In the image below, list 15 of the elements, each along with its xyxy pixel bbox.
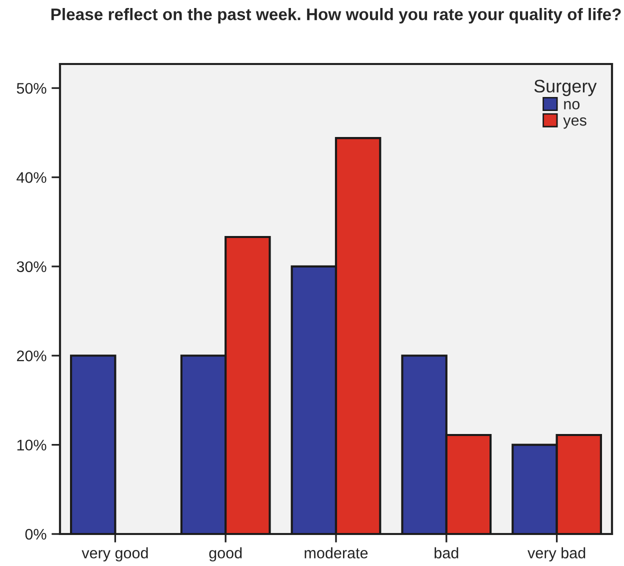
x-tick-label: bad — [434, 547, 458, 558]
y-tick-label: 20% — [16, 350, 46, 362]
chart-title: Please reflect on the past week. How would you rate your quality of life? — [51, 8, 621, 24]
x-tick-label: very bad — [528, 547, 586, 562]
x-tick-label: moderate — [304, 547, 368, 558]
y-tick-label: 50% — [16, 82, 46, 94]
y-tick-label: 30% — [16, 261, 46, 272]
legend-label: yes — [563, 117, 586, 129]
x-tick-label: very good — [82, 547, 148, 562]
x-tick-label: good — [209, 547, 242, 562]
y-tick-label: 40% — [16, 172, 46, 183]
legend-label: no — [564, 101, 580, 110]
y-tick-label: 0% — [25, 528, 46, 540]
y-tick-label: 10% — [17, 440, 46, 450]
legend-title: Surgery — [534, 80, 597, 96]
